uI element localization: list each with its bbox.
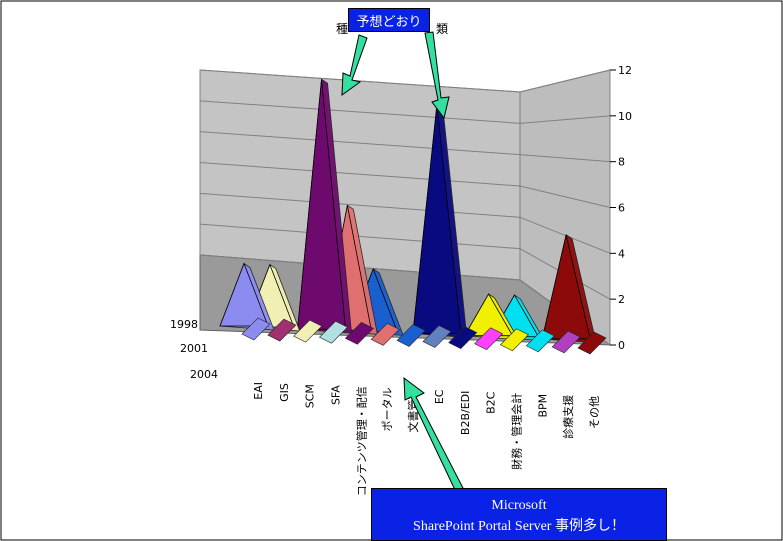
category-label: BPM [536,394,549,418]
series-label: 2001 [180,342,208,355]
arrow-to-ec [424,31,450,120]
category-label: SCM [304,384,317,408]
data-peak-front [219,262,269,327]
arrow-to-sfa [341,34,368,97]
category-label: その他 [588,396,601,429]
base-ridge [551,330,581,354]
base-ridge [241,317,271,341]
callout-sharepoint: Microsoft SharePoint Portal Server 事例多し！ [371,488,667,541]
z-tick-label: 0 [618,339,625,352]
series-label: 2004 [190,368,218,381]
gridline [199,131,611,163]
base-ridge [344,321,374,345]
category-label: EC [433,389,446,404]
category-label: B2B/EDI [459,391,472,435]
base-ridge [293,319,323,343]
callout-sharepoint-line1: Microsoft [491,498,547,513]
z-tick-label: 8 [618,156,625,169]
callout-expected: 予想どおり [348,8,430,32]
gridline [199,69,611,93]
category-label: B2C [485,391,498,414]
series-label: 1998 [170,318,198,331]
gridline [199,162,611,208]
callout-sharepoint-line2: SharePoint Portal Server 事例多し！ [413,519,625,534]
category-label: 財務・管理会計 [509,393,523,470]
base-ridge [474,327,504,351]
z-tick-label: 10 [618,110,632,123]
category-label: 診療支援 [561,395,575,439]
gridline [199,100,611,124]
category-label: ポータル [381,387,394,431]
base-ridge [577,331,607,355]
callout-expected-text: 予想どおり [356,14,422,30]
gridline [199,192,611,254]
category-label: コンテンツ管理・配信 [354,386,368,496]
base-ridge [422,325,452,348]
chart-title-fragment-right: 類 [436,22,449,36]
base-ridge [370,323,400,346]
category-label: SFA [330,385,343,405]
base-ridge [525,329,555,353]
base-ridge [396,324,426,347]
base-ridge [319,320,349,344]
z-tick-label: 12 [618,64,632,77]
z-tick-label: 6 [618,202,625,215]
base-ridge [499,328,529,352]
data-peak-front [297,79,346,330]
category-label: EAI [252,382,265,400]
arrow-to-portal [403,376,464,493]
z-tick-label: 4 [618,247,625,260]
category-label: GIS [278,383,291,402]
chart-title-fragment-left: 種 [336,22,349,36]
base-ridge [448,326,478,349]
base-ridge [267,318,297,342]
z-tick-label: 2 [618,293,625,306]
